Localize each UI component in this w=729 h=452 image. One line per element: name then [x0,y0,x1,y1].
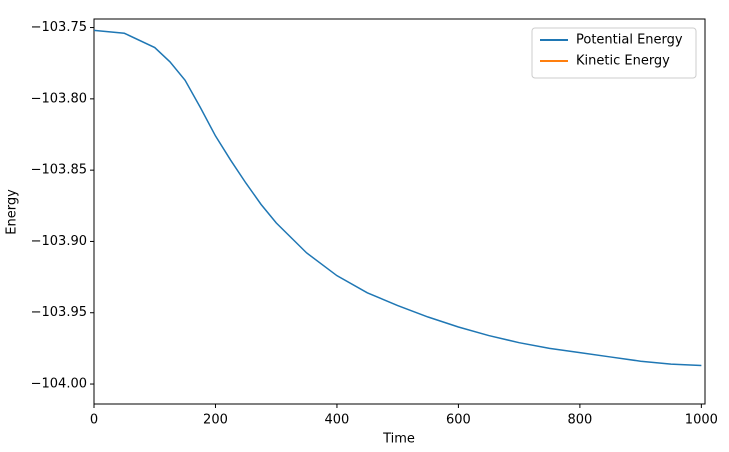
y-tick-label: −103.90 [31,234,87,249]
y-tick-label: −103.80 [31,91,87,106]
x-tick-label: 200 [203,413,228,428]
legend-box [531,27,697,79]
y-tick-label: −104.00 [31,377,87,392]
y-axis-label: Energy [5,189,20,235]
x-tick-label: 0 [90,413,98,428]
legend-label: Potential Energy [576,33,683,48]
plot-frame [93,18,706,405]
x-axis-label: Time [382,432,415,447]
x-tick-label: 400 [325,413,350,428]
x-tick-label: 800 [567,413,592,428]
y-tick-label: −103.85 [31,163,87,178]
x-tick-label: 1000 [685,413,718,428]
line-series [93,29,702,367]
y-tick-label: −103.95 [31,305,87,320]
legend-label: Kinetic Energy [576,54,670,69]
x-tick-label: 600 [446,413,471,428]
y-tick-label: −103.75 [31,20,87,35]
